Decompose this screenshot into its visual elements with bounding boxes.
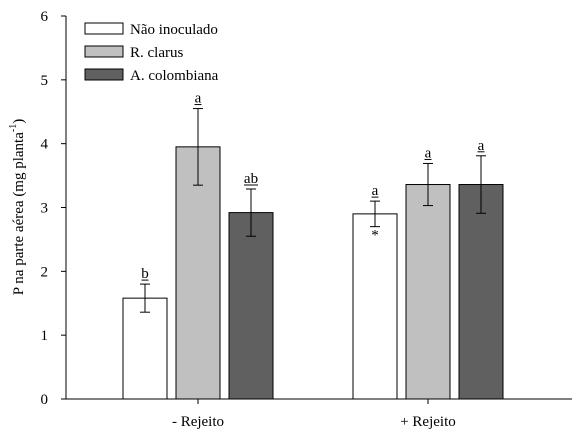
significance-label: a	[195, 91, 202, 107]
error-bars	[140, 108, 486, 313]
bar	[175, 146, 221, 400]
legend-swatch-r-clarus	[84, 45, 124, 58]
x-axis-ticks: - Rejeito + Rejeito	[172, 399, 456, 430]
x-tick-label: + Rejeito	[400, 414, 456, 430]
y-axis-label-prefix: P na parte aérea (mg planta	[11, 132, 27, 295]
y-tick-label: 5	[41, 73, 49, 89]
y-tick-label: 4	[41, 137, 49, 153]
y-tick-label: 6	[41, 9, 49, 25]
bar	[352, 213, 398, 400]
y-axis-ticks: 0 1 2 3 4 5 6	[41, 9, 66, 408]
legend-label-a-colombiana: A. colombiana	[130, 68, 219, 84]
y-axis-label-superscript: -1	[8, 124, 19, 132]
significance-label: a	[425, 145, 432, 161]
y-tick-label: 3	[41, 201, 49, 217]
y-tick-label: 1	[41, 328, 49, 344]
significance-label: a	[478, 138, 485, 154]
significance-asterisk: *	[371, 228, 379, 244]
significance-label: a	[372, 183, 379, 199]
legend-swatch-a-colombiana	[84, 68, 124, 81]
y-axis-label-suffix: )	[11, 119, 27, 124]
x-tick-label: - Rejeito	[172, 414, 224, 430]
legend-label-r-clarus: R. clarus	[130, 45, 183, 61]
significance-label: ab	[244, 171, 258, 187]
y-tick-label: 2	[41, 264, 49, 280]
significance-label: b	[141, 266, 149, 282]
bar	[405, 184, 451, 400]
bar	[458, 184, 504, 400]
significance-labels: b a * a a ab a	[141, 91, 484, 283]
bars	[122, 146, 504, 400]
legend: Não inoculado R. clarus A. colombiana	[84, 22, 219, 84]
bar	[228, 212, 274, 400]
legend-swatch-nao-inoculado	[84, 22, 124, 35]
bar	[122, 297, 168, 400]
y-tick-label: 0	[41, 392, 49, 408]
y-axis-label: P na parte aérea (mg planta-1)	[8, 119, 27, 295]
legend-label-nao-inoculado: Não inoculado	[130, 22, 218, 38]
